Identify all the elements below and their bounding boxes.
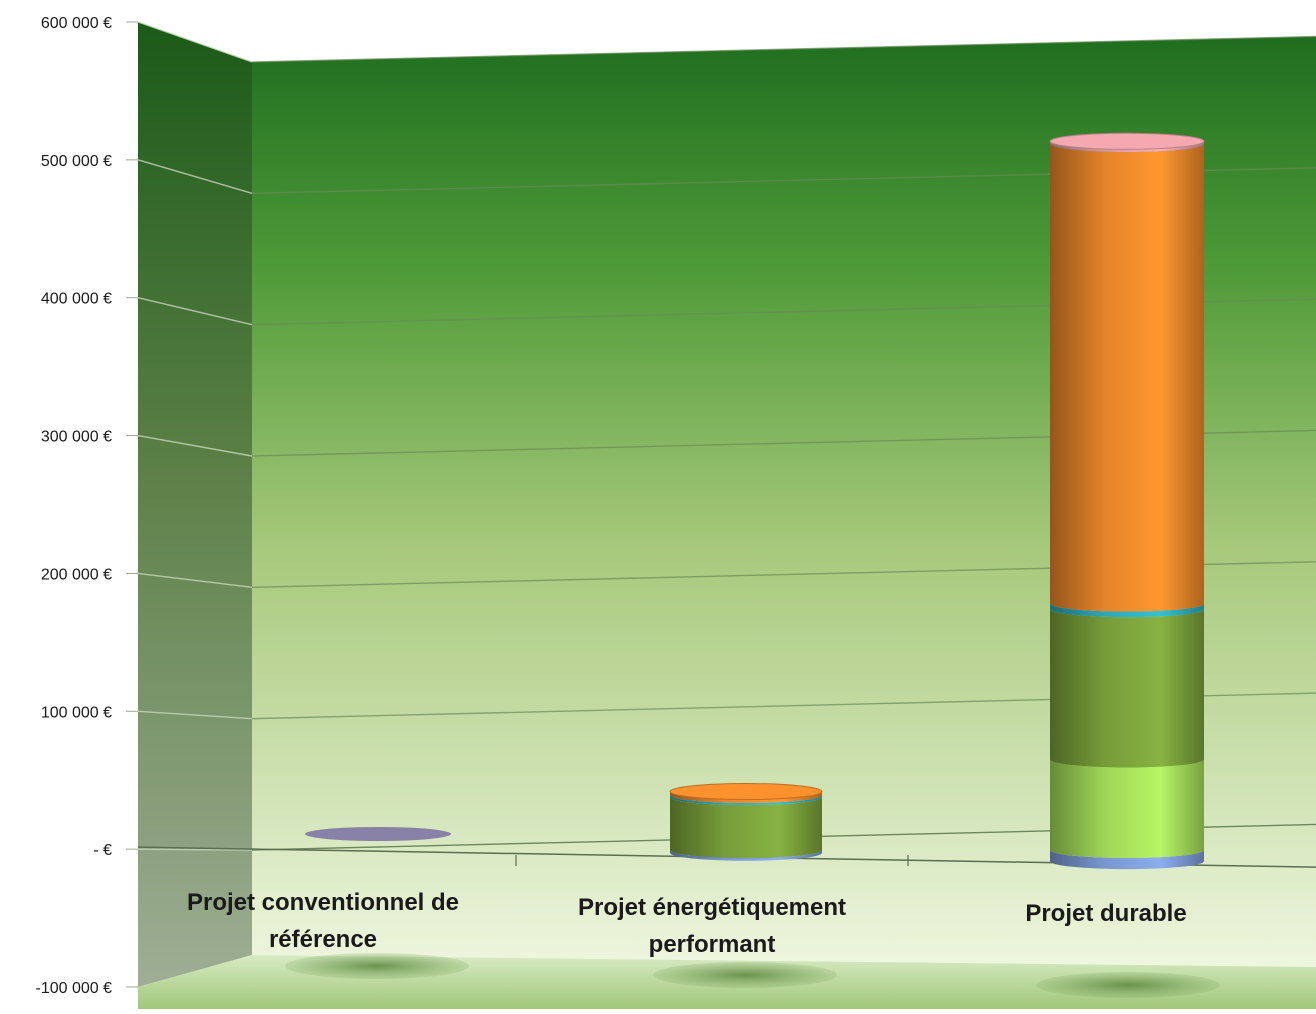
x-axis: Projet conventionnel de référence Projet é… (187, 889, 1220, 998)
y-axis: -100 000 € - € 100 000 € 200 000 € 300 000 €… (35, 15, 138, 997)
cylinder-segment (1050, 144, 1204, 612)
cylinder-top-cap (669, 783, 823, 801)
cylinder-segment (670, 791, 822, 804)
cylinder-segment (670, 797, 822, 858)
x-category-label: Projet énergétiquement (578, 894, 846, 921)
x-category-label: référence (269, 926, 377, 953)
y-tick-label: 500 000 € (41, 153, 112, 170)
cylinder-segment (1050, 603, 1204, 618)
y-tick-label: 400 000 € (41, 291, 112, 308)
cylinder-segment (1050, 609, 1204, 768)
gridline-side (137, 710, 253, 720)
bars (305, 132, 1205, 870)
y-tick-label: -100 000 € (35, 980, 112, 997)
gridline-side (137, 159, 253, 195)
gridline-side (137, 572, 253, 589)
cylinder-segment (670, 795, 822, 806)
y-tick-label: 200 000 € (41, 566, 112, 583)
bar-floor-shadow (1036, 972, 1220, 998)
x-category-label: Projet durable (1025, 900, 1186, 927)
y-tick-label: 100 000 € (41, 704, 112, 721)
gridline-side (137, 297, 253, 326)
empty-bar-disc (305, 827, 451, 841)
gridline-back (251, 35, 1316, 63)
y-tick-label: 300 000 € (41, 429, 112, 446)
cylinder-stack (669, 783, 823, 861)
y-tick-label: - € (93, 842, 112, 859)
cylinder-top-cap (1049, 132, 1205, 150)
cylinder-stack (1049, 132, 1205, 870)
y-tick-label: 600 000 € (41, 15, 112, 32)
bar-floor-shadow (653, 962, 837, 988)
gridline-side (137, 21, 253, 63)
x-category-label: performant (649, 931, 776, 958)
gridline-side (137, 434, 253, 457)
x-category-label: Projet conventionnel de (187, 889, 459, 916)
side-wall (138, 22, 252, 987)
gridline-side (137, 848, 253, 851)
cylinder-segment (1050, 759, 1204, 858)
cylinder-segment (1050, 141, 1204, 153)
cylinder-segment (1050, 850, 1204, 870)
cylinder-segment (670, 850, 822, 861)
cylinder-stack (305, 827, 451, 841)
bar-floor-shadow (285, 953, 469, 979)
